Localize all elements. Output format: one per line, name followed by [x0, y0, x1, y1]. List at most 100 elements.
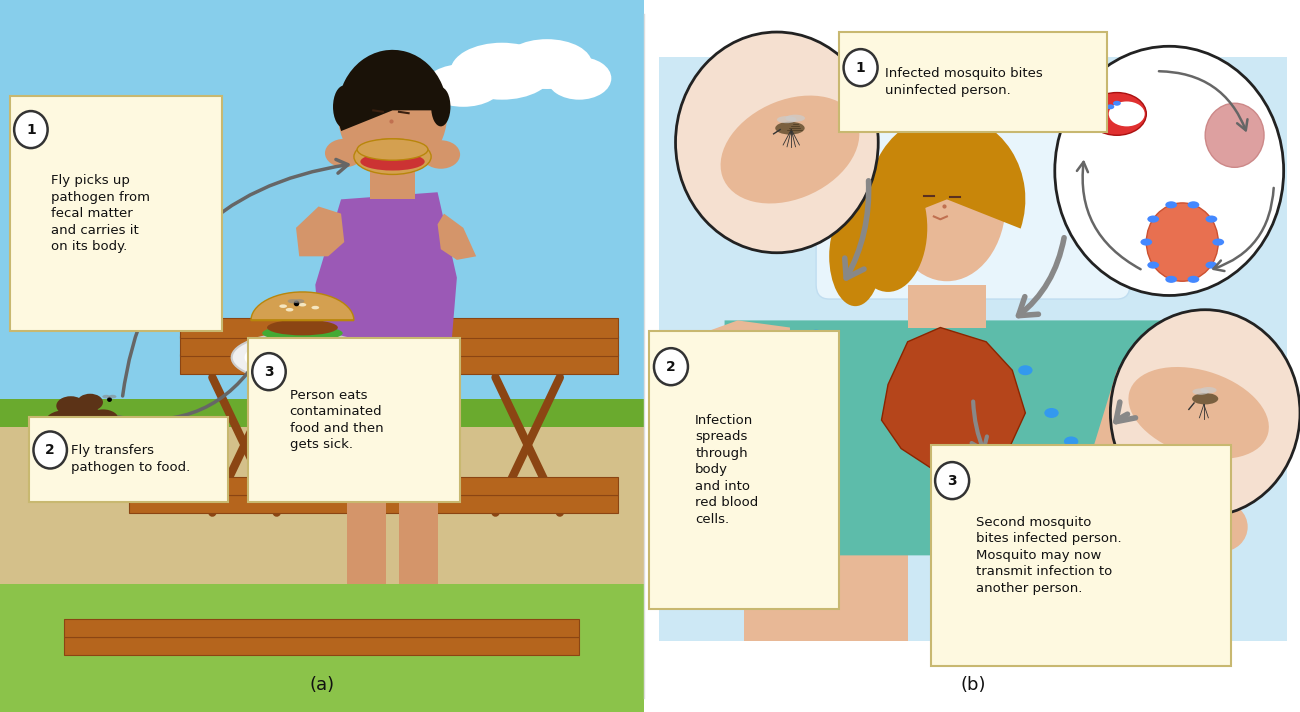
Ellipse shape: [1128, 367, 1269, 459]
Ellipse shape: [286, 308, 294, 312]
Ellipse shape: [432, 88, 450, 127]
Ellipse shape: [257, 338, 347, 362]
Ellipse shape: [1192, 393, 1218, 404]
Ellipse shape: [77, 394, 103, 411]
Ellipse shape: [809, 330, 823, 340]
Ellipse shape: [775, 122, 805, 135]
Polygon shape: [296, 206, 345, 256]
Ellipse shape: [354, 139, 432, 174]
Text: 2: 2: [46, 443, 55, 457]
Bar: [181, 336, 618, 356]
Ellipse shape: [1205, 216, 1217, 223]
FancyArrowPatch shape: [971, 402, 987, 450]
Ellipse shape: [450, 43, 554, 100]
Circle shape: [1205, 103, 1264, 167]
Wedge shape: [868, 114, 1026, 229]
Ellipse shape: [294, 299, 304, 303]
Polygon shape: [316, 192, 456, 377]
FancyBboxPatch shape: [816, 71, 1130, 299]
Circle shape: [14, 111, 48, 148]
Text: Second mosquito
bites infected person.
Mosquito may now
transmit infection to
an: Second mosquito bites infected person. M…: [976, 516, 1122, 595]
Ellipse shape: [358, 139, 428, 160]
FancyBboxPatch shape: [9, 96, 222, 331]
Text: 1: 1: [26, 122, 36, 137]
Ellipse shape: [266, 320, 338, 335]
Bar: [0, 0, 644, 441]
Ellipse shape: [280, 305, 287, 308]
Ellipse shape: [266, 331, 338, 345]
Ellipse shape: [263, 325, 343, 341]
FancyBboxPatch shape: [931, 445, 1231, 666]
Bar: [129, 477, 618, 495]
Circle shape: [338, 53, 447, 174]
FancyArrowPatch shape: [118, 354, 261, 419]
Text: (b): (b): [961, 676, 985, 694]
FancyArrowPatch shape: [122, 159, 348, 396]
Circle shape: [1147, 203, 1218, 281]
Text: 2: 2: [666, 360, 676, 374]
FancyArrowPatch shape: [1213, 188, 1274, 271]
FancyArrowPatch shape: [845, 181, 868, 278]
Circle shape: [654, 348, 688, 385]
Text: Infection
spreads
through
body
and into
red blood
cells.: Infection spreads through body and into …: [696, 414, 758, 526]
FancyBboxPatch shape: [650, 331, 838, 609]
Ellipse shape: [777, 116, 797, 123]
Polygon shape: [679, 320, 790, 427]
Ellipse shape: [1187, 276, 1200, 283]
Ellipse shape: [1165, 276, 1176, 283]
FancyBboxPatch shape: [838, 32, 1108, 132]
Ellipse shape: [849, 164, 927, 292]
Bar: [347, 456, 386, 584]
Ellipse shape: [1100, 108, 1108, 112]
Polygon shape: [438, 214, 476, 260]
Ellipse shape: [87, 409, 120, 431]
Circle shape: [1054, 46, 1283, 295]
Ellipse shape: [785, 115, 805, 122]
Ellipse shape: [103, 394, 111, 399]
Ellipse shape: [1109, 102, 1145, 127]
Ellipse shape: [1165, 201, 1176, 209]
Bar: [399, 456, 438, 584]
Ellipse shape: [1140, 239, 1152, 246]
Ellipse shape: [312, 306, 320, 310]
Bar: [65, 619, 580, 637]
Polygon shape: [724, 320, 1222, 555]
Ellipse shape: [1113, 101, 1121, 105]
FancyBboxPatch shape: [29, 417, 229, 502]
Bar: [370, 157, 415, 199]
Ellipse shape: [720, 95, 859, 204]
Text: Person eats
contaminated
food and then
gets sick.: Person eats contaminated food and then g…: [290, 389, 383, 451]
Text: 3: 3: [264, 365, 274, 379]
Circle shape: [252, 353, 286, 390]
Ellipse shape: [663, 413, 708, 470]
Bar: [129, 495, 618, 513]
Ellipse shape: [287, 299, 298, 303]
Text: Fly picks up
pathogen from
fecal matter
and carries it
on its body.: Fly picks up pathogen from fecal matter …: [52, 174, 151, 253]
FancyBboxPatch shape: [248, 338, 460, 502]
Ellipse shape: [1106, 105, 1114, 110]
Text: (a): (a): [309, 676, 334, 694]
Bar: [0, 399, 644, 456]
Ellipse shape: [796, 379, 810, 389]
FancyArrowPatch shape: [1115, 402, 1135, 422]
Ellipse shape: [56, 396, 86, 416]
Ellipse shape: [299, 303, 307, 306]
Ellipse shape: [109, 394, 117, 399]
Circle shape: [1110, 310, 1300, 516]
Ellipse shape: [1200, 387, 1217, 393]
Ellipse shape: [502, 39, 592, 89]
Bar: [659, 57, 1287, 641]
Ellipse shape: [1031, 458, 1045, 468]
Ellipse shape: [264, 335, 341, 351]
Ellipse shape: [1088, 93, 1147, 135]
FancyArrowPatch shape: [1076, 162, 1140, 269]
Ellipse shape: [783, 351, 797, 361]
Text: 3: 3: [948, 473, 957, 488]
Bar: [744, 498, 907, 641]
Ellipse shape: [1018, 365, 1032, 375]
Text: Fly transfers
pathogen to food.: Fly transfers pathogen to food.: [70, 444, 190, 474]
Ellipse shape: [360, 153, 425, 171]
Polygon shape: [1091, 342, 1235, 527]
Ellipse shape: [44, 410, 84, 437]
Ellipse shape: [425, 64, 502, 107]
